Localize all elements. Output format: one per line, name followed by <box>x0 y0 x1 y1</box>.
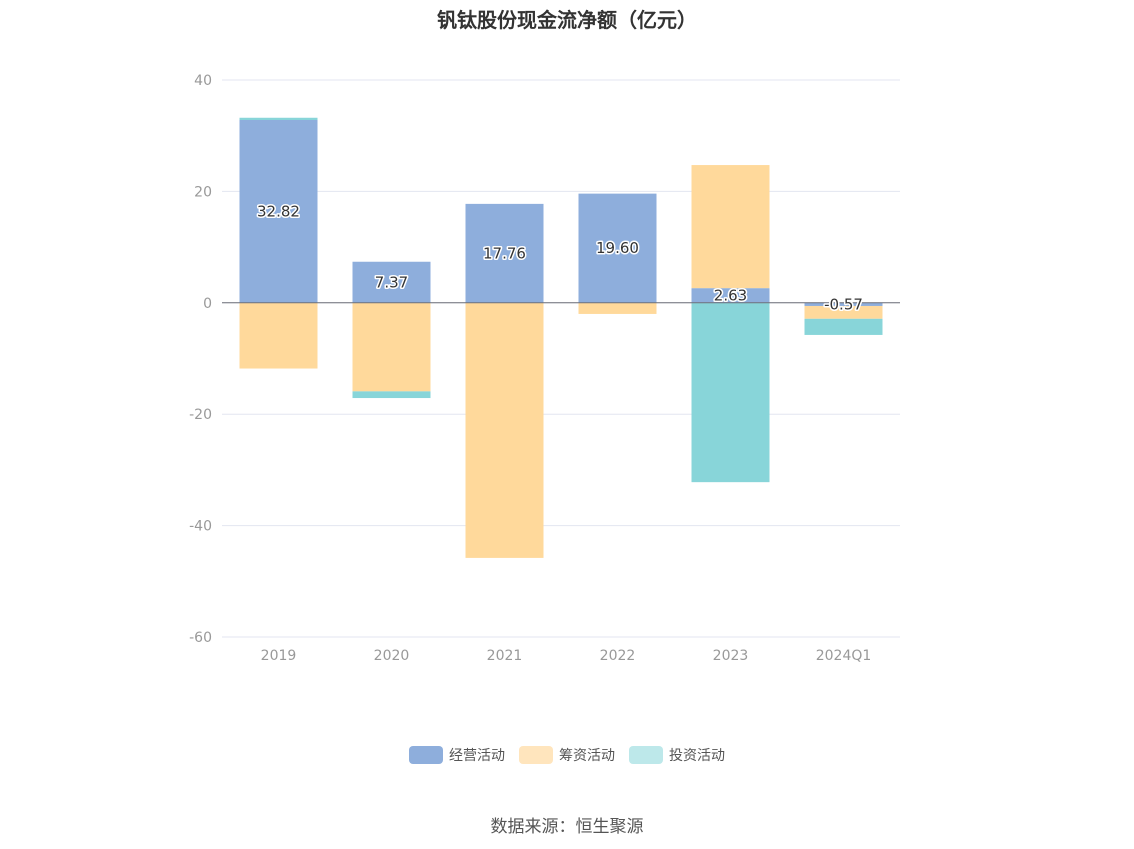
legend-item-investing[interactable]: 投资活动 <box>629 745 725 765</box>
x-tick-label: 2020 <box>374 648 410 664</box>
bar-2024Q1-s0[interactable] <box>804 302 883 306</box>
legend-item-financing[interactable]: 筹资活动 <box>519 745 615 765</box>
data-label-2021: 17.76 <box>483 244 526 262</box>
bar-2022-s0[interactable] <box>578 193 657 303</box>
data-label-2023: 2.63 <box>714 286 747 304</box>
legend: 经营活动 筹资活动 投资活动 <box>0 745 1134 765</box>
bars <box>239 117 883 558</box>
bar-2024Q1-s2[interactable] <box>804 318 883 335</box>
bar-2021-s1[interactable] <box>465 302 544 558</box>
y-tick-label: -20 <box>189 407 212 423</box>
data-label-2019: 32.82 <box>257 202 300 220</box>
legend-label-operating: 经营活动 <box>449 748 505 764</box>
grid-lines <box>222 79 900 638</box>
x-tick-label: 2022 <box>600 648 636 664</box>
source-note: 数据来源：恒生聚源 <box>490 817 644 837</box>
legend-label-financing: 筹资活动 <box>559 748 615 764</box>
bar-2020-s1[interactable] <box>352 302 431 392</box>
bar-2019-s0[interactable] <box>239 119 318 303</box>
bar-2019-s1[interactable] <box>239 302 318 369</box>
legend-item-operating[interactable]: 经营活动 <box>409 745 505 765</box>
legend-swatch-financing <box>519 746 553 764</box>
bar-2020-s2[interactable] <box>352 391 431 399</box>
legend-swatch-operating <box>409 746 443 764</box>
x-tick-label: 2019 <box>261 648 297 664</box>
bar-2023-s1[interactable] <box>691 165 770 289</box>
bar-2020-s0[interactable] <box>352 261 431 303</box>
x-tick-label: 2021 <box>487 648 523 664</box>
bar-2024Q1-s1[interactable] <box>804 305 883 319</box>
y-tick-label: 40 <box>194 73 212 89</box>
data-label-2024Q1: -0.57 <box>824 295 863 313</box>
x-tick-label: 2023 <box>713 648 749 664</box>
bar-2019-s2[interactable] <box>239 117 318 120</box>
data-label-2020: 7.37 <box>375 273 408 291</box>
bar-2022-s1[interactable] <box>578 302 657 314</box>
data-labels: 32.82 7.37 17.76 19.60 2.63 -0.57 <box>256 201 865 315</box>
x-axis-ticks: 2019 2020 2021 2022 2023 2024Q1 <box>261 648 872 664</box>
legend-swatch-investing <box>629 746 663 764</box>
chart-title: 钒钛股份现金流净额（亿元） <box>437 8 697 32</box>
y-tick-label: 20 <box>194 184 212 200</box>
bar-2023-s2[interactable] <box>691 302 770 483</box>
y-axis-ticks: 40 20 0 -20 -40 -60 <box>189 73 212 646</box>
y-tick-label: 0 <box>203 296 212 312</box>
bar-2023-s0[interactable] <box>691 288 770 303</box>
y-tick-label: -60 <box>189 630 212 646</box>
data-label-2022: 19.60 <box>596 239 639 257</box>
bar-2021-s0[interactable] <box>465 203 544 303</box>
legend-label-investing: 投资活动 <box>669 748 725 764</box>
y-tick-label: -40 <box>189 519 212 535</box>
x-tick-label: 2024Q1 <box>816 648 872 664</box>
